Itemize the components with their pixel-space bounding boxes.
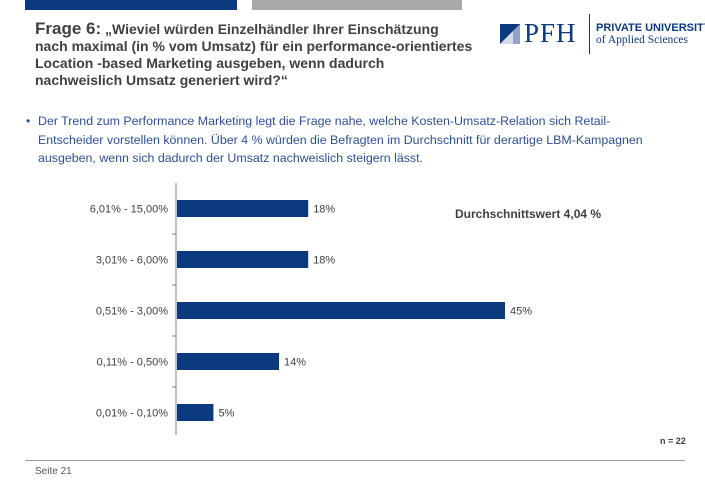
bar <box>177 200 309 217</box>
category-label: 3,01% - 6,00% <box>96 255 168 267</box>
data-label: 18% <box>313 204 335 216</box>
footer-divider <box>25 460 685 461</box>
bar <box>177 404 214 421</box>
category-label: 6,01% - 15,00% <box>90 204 168 216</box>
bars-group: 6,01% - 15,00% 18% 3,01% - 6,00% 18% 0,51% -… <box>90 200 532 421</box>
page-title: Frage 6: „Wieviel würden Einzelhändler I… <box>35 20 475 89</box>
top-accent-bar-gray <box>252 0 462 10</box>
category-label: 0,11% - 0,50% <box>97 357 169 369</box>
summary-text: Der Trend zum Performance Marketing legt… <box>38 114 643 165</box>
bullet-marker: • <box>26 114 31 128</box>
logo-tagline-1: PRIVATE UNIVERSITY <box>596 22 705 34</box>
bar <box>177 353 280 370</box>
question-number: Frage 6: <box>35 19 102 38</box>
logo-emblem-icon <box>500 24 520 44</box>
logo-tagline-2: of Applied Sciences <box>596 34 688 46</box>
logo-wordmark: PFH <box>524 18 577 48</box>
bar <box>177 251 309 268</box>
data-label: 14% <box>284 357 306 369</box>
logo-divider <box>589 14 590 54</box>
sample-size-label: n = 22 <box>660 436 686 446</box>
category-label: 0,51% - 3,00% <box>96 306 168 318</box>
summary-bullet: • Der Trend zum Performance Marketing le… <box>26 112 666 168</box>
data-label: 18% <box>313 255 335 267</box>
question-text: „Wieviel würden Einzelhändler Ihrer Eins… <box>35 21 473 88</box>
page-number: Seite 21 <box>35 466 72 477</box>
data-label: 5% <box>218 408 234 420</box>
bar-chart: 6,01% - 15,00% 18% 3,01% - 6,00% 18% 0,51% -… <box>90 183 601 435</box>
top-accent-bar-blue <box>25 0 237 10</box>
category-label: 0,01% - 0,10% <box>96 408 168 420</box>
average-annotation: Durchschnittswert 4,04 % <box>455 207 601 221</box>
bar <box>177 302 505 319</box>
data-label: 45% <box>510 306 532 318</box>
